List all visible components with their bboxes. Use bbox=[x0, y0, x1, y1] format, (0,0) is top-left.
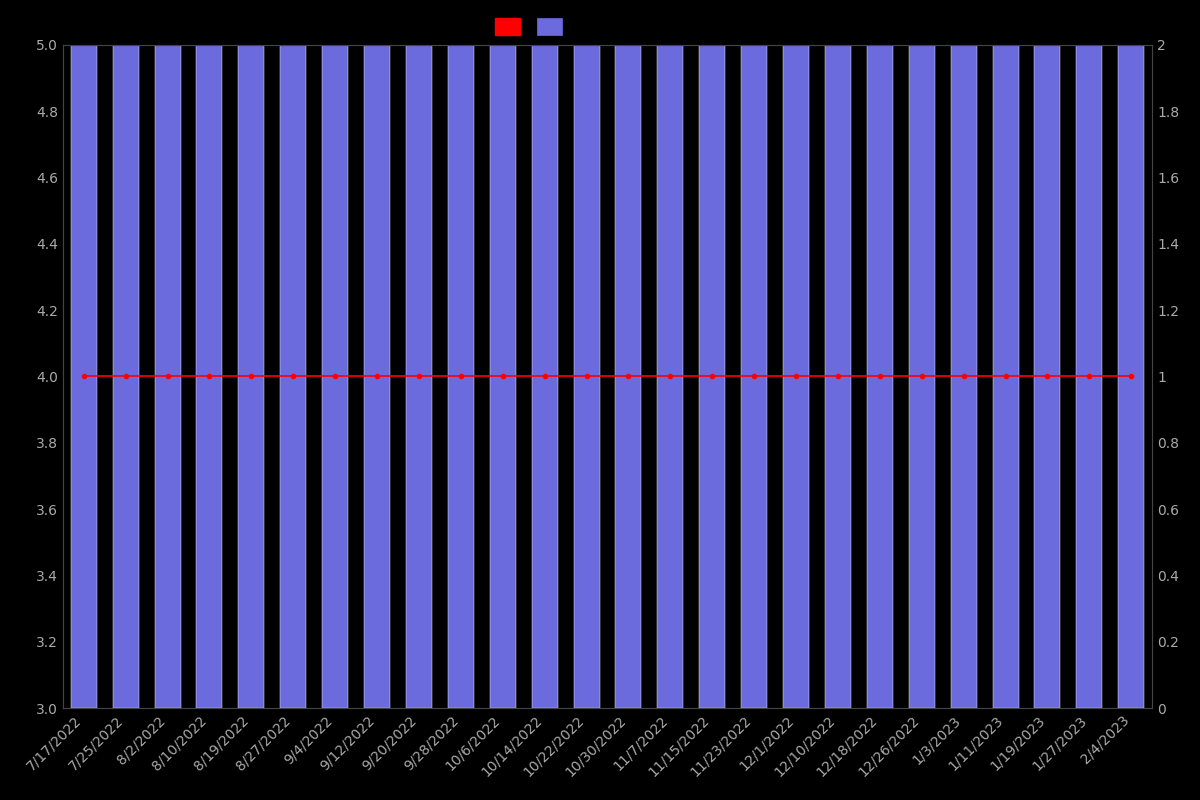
Bar bbox=[1118, 45, 1145, 708]
Bar bbox=[448, 45, 474, 708]
Bar bbox=[866, 45, 893, 708]
Bar bbox=[239, 45, 264, 708]
Bar bbox=[574, 45, 600, 708]
Bar bbox=[742, 45, 767, 708]
Bar bbox=[950, 45, 977, 708]
Bar bbox=[532, 45, 558, 708]
Bar bbox=[784, 45, 809, 708]
Bar bbox=[197, 45, 222, 708]
Bar bbox=[700, 45, 725, 708]
Bar bbox=[71, 45, 97, 708]
Bar bbox=[155, 45, 180, 708]
Bar bbox=[1076, 45, 1103, 708]
Bar bbox=[113, 45, 139, 708]
Bar bbox=[490, 45, 516, 708]
Bar bbox=[824, 45, 851, 708]
Bar bbox=[1034, 45, 1061, 708]
Bar bbox=[616, 45, 642, 708]
Bar bbox=[908, 45, 935, 708]
Bar bbox=[992, 45, 1019, 708]
Bar bbox=[658, 45, 683, 708]
Bar bbox=[322, 45, 348, 708]
Bar bbox=[406, 45, 432, 708]
Bar bbox=[364, 45, 390, 708]
Bar bbox=[281, 45, 306, 708]
Legend: , : , bbox=[496, 18, 568, 34]
